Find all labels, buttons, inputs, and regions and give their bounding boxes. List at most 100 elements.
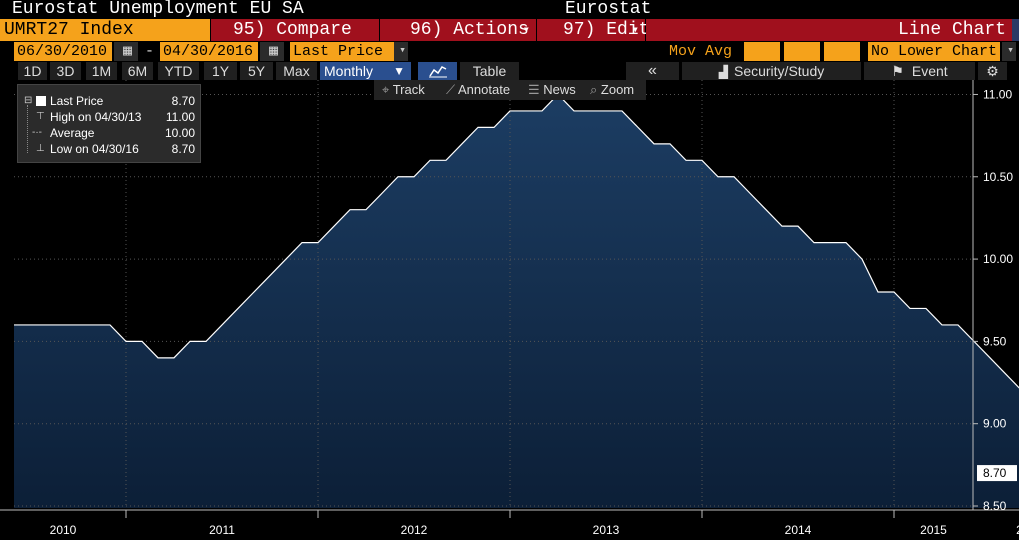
range-ytd[interactable]: YTD bbox=[158, 62, 200, 80]
line-chart-icon[interactable] bbox=[418, 62, 458, 80]
high-marker-icon: ⊤ bbox=[36, 111, 45, 122]
zoom-tool[interactable]: ⌕ Zoom bbox=[590, 80, 634, 100]
magnifier-icon: ⌕ bbox=[590, 82, 598, 97]
legend-row-low: ⊥ Low on 04/30/16 8.70 bbox=[18, 141, 202, 157]
actions-dropdown-icon: ▾ bbox=[522, 23, 530, 37]
chevron-down-icon[interactable]: ▾ bbox=[394, 42, 408, 61]
news-icon: ☰ bbox=[528, 82, 540, 97]
edit-menu[interactable]: 97) Edit ▾ bbox=[537, 19, 649, 41]
x-tick-label: 2016 bbox=[1016, 523, 1019, 537]
range-max[interactable]: Max bbox=[276, 62, 318, 80]
x-tick-label: 2012 bbox=[401, 523, 428, 537]
chart-type-label[interactable]: Line Chart bbox=[646, 19, 1012, 41]
track-tool[interactable]: ⌖ Track bbox=[382, 80, 425, 100]
y-tick-label: 9.50 bbox=[983, 334, 1007, 348]
actions-menu[interactable]: 96) Actions ▾ bbox=[380, 19, 536, 41]
legend-label: Average bbox=[50, 126, 95, 140]
series-area bbox=[14, 94, 1019, 508]
x-tick-label: 2010 bbox=[50, 523, 77, 537]
mov-avg-input-3[interactable] bbox=[824, 42, 860, 61]
actions-label: 96) Actions bbox=[410, 20, 529, 40]
x-tick-label: 2011 bbox=[209, 523, 235, 537]
range-1m[interactable]: 1M bbox=[86, 62, 118, 80]
x-tick-label: 2013 bbox=[593, 523, 620, 537]
x-tick-label: 2014 bbox=[785, 523, 812, 537]
last-value-badge bbox=[977, 465, 1017, 482]
legend-row-high: ⊤ High on 04/30/13 11.00 bbox=[18, 109, 202, 125]
ticker-field[interactable]: UMRT27 Index bbox=[0, 19, 210, 41]
y-tick-label: 8.50 bbox=[983, 499, 1007, 513]
compare-label: 95) Compare bbox=[233, 20, 352, 40]
legend-value: 11.00 bbox=[165, 110, 195, 124]
security-study-button[interactable]: ▟ Security/Study bbox=[682, 62, 862, 80]
y-tick-label: 9.00 bbox=[983, 417, 1007, 431]
chart-legend[interactable]: ⊟ Last Price 8.70 ⊤ High on 04/30/13 11.… bbox=[17, 84, 201, 163]
event-button[interactable]: ⚑ Event bbox=[864, 62, 976, 80]
title-bar: Eurostat Unemployment EU SA Eurostat bbox=[0, 0, 1019, 19]
low-marker-icon: ⊥ bbox=[36, 143, 45, 154]
calendar-icon[interactable]: ▦ bbox=[114, 42, 138, 61]
study-icon: ▟ bbox=[718, 65, 728, 79]
y-tick-label: 11.00 bbox=[983, 87, 1012, 101]
crosshair-icon: ⌖ bbox=[382, 82, 390, 97]
legend-value: 8.70 bbox=[171, 142, 195, 156]
edit-dropdown-icon: ▾ bbox=[631, 23, 639, 37]
field-select[interactable]: Last Price bbox=[290, 42, 394, 61]
edit-label: 97) Edit bbox=[563, 20, 650, 40]
end-date-input[interactable]: 04/30/2016 bbox=[160, 42, 258, 61]
chart-tools: ⌖ Track ⟋ Annotate ☰ News ⌕ Zoom bbox=[374, 80, 646, 100]
mov-avg-input-1[interactable] bbox=[744, 42, 780, 61]
gear-icon[interactable]: ⚙ bbox=[978, 62, 1008, 80]
date-controls: 06/30/2010 ▦ - 04/30/2016 ▦ Last Price ▾… bbox=[0, 42, 1019, 61]
average-marker-icon: -·- bbox=[32, 127, 42, 138]
table-button[interactable]: Table bbox=[460, 62, 520, 80]
range-3d[interactable]: 3D bbox=[50, 62, 82, 80]
legend-label: High on 04/30/13 bbox=[50, 110, 142, 124]
start-date-input[interactable]: 06/30/2010 bbox=[14, 42, 112, 61]
annotate-tool[interactable]: ⟋ Annotate bbox=[446, 80, 510, 100]
range-5y[interactable]: 5Y bbox=[240, 62, 274, 80]
mov-avg-label: Mov Avg bbox=[669, 43, 733, 60]
frequency-label: Monthly bbox=[324, 63, 374, 79]
legend-value: 10.00 bbox=[164, 126, 195, 140]
legend-label: Low on 04/30/16 bbox=[50, 142, 139, 156]
back-button[interactable]: « bbox=[626, 62, 680, 80]
command-bar: UMRT27 Index 95) Compare 96) Actions ▾ 97… bbox=[0, 19, 1019, 41]
track-label: Track bbox=[392, 82, 425, 97]
y-tick-label: 10.50 bbox=[983, 170, 1013, 184]
mov-avg-input-2[interactable] bbox=[784, 42, 820, 61]
security-study-label: Security/Study bbox=[733, 63, 825, 79]
compare-button[interactable]: 95) Compare bbox=[211, 19, 379, 41]
y-tick-label: 10.00 bbox=[983, 252, 1013, 266]
scroll-strip bbox=[1012, 19, 1019, 41]
zoom-label: Zoom bbox=[600, 82, 635, 97]
source-label: Eurostat bbox=[565, 0, 652, 19]
date-separator: - bbox=[145, 43, 155, 60]
news-label: News bbox=[543, 82, 576, 97]
legend-value: 8.70 bbox=[171, 94, 195, 108]
legend-tree-line bbox=[27, 105, 28, 153]
legend-row-average: -·- Average 10.00 bbox=[18, 125, 202, 141]
legend-row-last: ⊟ Last Price 8.70 bbox=[18, 93, 202, 109]
calendar-icon[interactable]: ▦ bbox=[260, 42, 284, 61]
legend-label: Last Price bbox=[50, 94, 104, 108]
x-tick-label: 2015 bbox=[920, 523, 947, 537]
chevron-down-icon: ▼ bbox=[393, 64, 405, 78]
line-chart[interactable]: 8.50 9.00 9.50 10.00 10.50 11.00 2010 2011 2012 2… bbox=[0, 80, 1019, 540]
collapse-icon[interactable]: ⊟ bbox=[24, 95, 33, 106]
flag-icon: ⚑ bbox=[891, 63, 904, 79]
security-title: Eurostat Unemployment EU SA bbox=[12, 0, 304, 19]
range-6m[interactable]: 6M bbox=[122, 62, 154, 80]
frequency-select[interactable]: Monthly ▼ bbox=[320, 62, 412, 80]
range-1d[interactable]: 1D bbox=[18, 62, 48, 80]
series-line bbox=[14, 93, 1019, 389]
annotate-label: Annotate bbox=[458, 82, 511, 97]
series-swatch bbox=[36, 96, 46, 106]
news-tool[interactable]: ☰ News bbox=[528, 80, 576, 100]
event-label: Event bbox=[911, 63, 948, 79]
lower-chart-select[interactable]: No Lower Chart bbox=[868, 42, 1000, 61]
pencil-icon: ⟋ bbox=[446, 82, 456, 97]
last-value-label: 8.70 bbox=[983, 466, 1007, 480]
chevron-down-icon[interactable]: ▾ bbox=[1002, 42, 1016, 61]
range-1y[interactable]: 1Y bbox=[204, 62, 238, 80]
